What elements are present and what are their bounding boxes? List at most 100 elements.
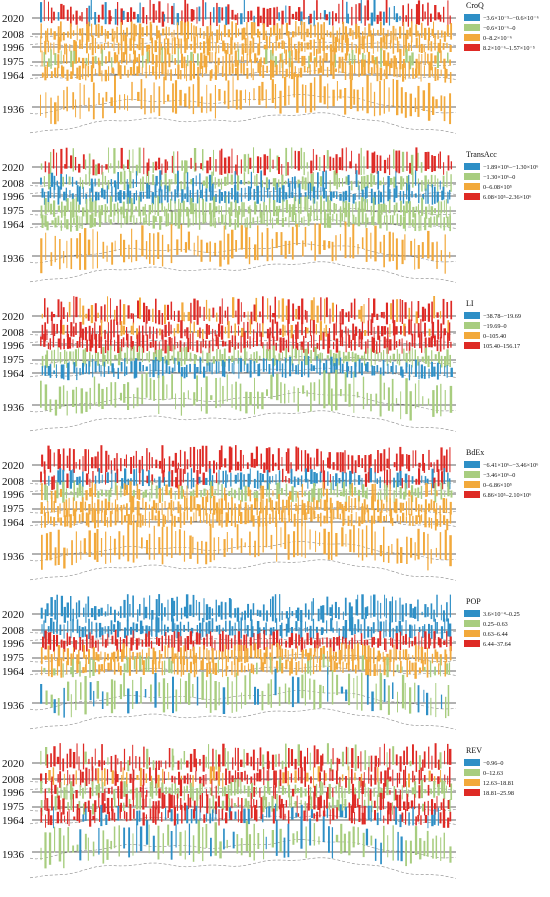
bar [221,484,223,498]
year-label: 1975 [2,205,25,217]
bar [269,36,271,49]
bar [320,512,322,527]
bar [167,94,170,102]
bar [74,349,78,367]
bar [142,206,145,216]
bar [414,488,417,497]
bar [199,783,201,799]
bar [284,788,286,794]
bar [196,797,198,807]
bar [152,3,155,23]
bar [322,460,325,473]
bar [243,154,247,172]
bar [309,52,312,63]
bar [216,507,219,522]
bar [66,602,69,618]
bar [161,216,163,223]
bar [151,24,153,43]
bar [139,826,143,851]
bar [192,775,194,787]
bar [234,184,237,203]
bar [373,0,376,22]
bar [409,660,411,675]
bar [231,384,233,408]
bar [313,823,316,846]
bar [129,789,132,794]
bar [331,827,334,859]
bar [408,184,411,204]
bar [172,83,174,113]
bar [73,481,76,501]
bar [351,783,355,795]
bar [145,501,147,510]
row-1964 [32,206,456,232]
bar [301,346,303,365]
bar [60,319,63,334]
bar [111,469,113,489]
bar [159,328,161,336]
year-label: 1964 [2,666,25,678]
bar [393,6,395,20]
year-label: 1964 [2,70,25,82]
bar [195,175,197,187]
bar [374,57,377,65]
bar [119,94,121,110]
bar [361,529,364,561]
bar [329,639,332,651]
bar [56,658,59,676]
bar [192,640,195,652]
bar [217,481,219,496]
bar [319,65,322,73]
bar [93,690,95,707]
bar [43,176,45,187]
bar [262,65,265,78]
bar [209,11,212,26]
bar [161,62,164,75]
bar [114,31,116,39]
bar [430,549,432,564]
bar [341,792,344,812]
bar [100,538,103,557]
bar [366,392,368,405]
bar [377,190,380,205]
bar [361,792,363,814]
bar [168,456,171,474]
bar [100,445,103,473]
year-label: 1936 [2,402,25,414]
bar [106,653,109,661]
bar [238,487,240,501]
bar [422,454,424,471]
bar [342,626,345,639]
bar [272,358,274,377]
bar [57,645,60,667]
bar [57,774,59,783]
bar [92,183,94,204]
bar [341,35,344,53]
bar [94,178,96,187]
bar [164,62,167,81]
bar [205,202,207,216]
bar [151,202,154,213]
bar [421,332,423,353]
bar [277,209,280,225]
bar [182,655,185,675]
bar [320,207,322,225]
bar [342,611,344,620]
bar [57,506,59,518]
bar [431,468,434,489]
bar [237,644,240,663]
bar [212,208,214,227]
bar [141,335,145,353]
bar [49,338,51,350]
bar [121,775,123,787]
bar [85,664,87,673]
bar [225,196,227,215]
bar [301,361,303,377]
bar [353,525,355,553]
bar [192,489,195,497]
bar [389,40,392,49]
bar [430,625,433,639]
bar [230,218,232,226]
bar [64,515,67,527]
bar [258,769,262,782]
